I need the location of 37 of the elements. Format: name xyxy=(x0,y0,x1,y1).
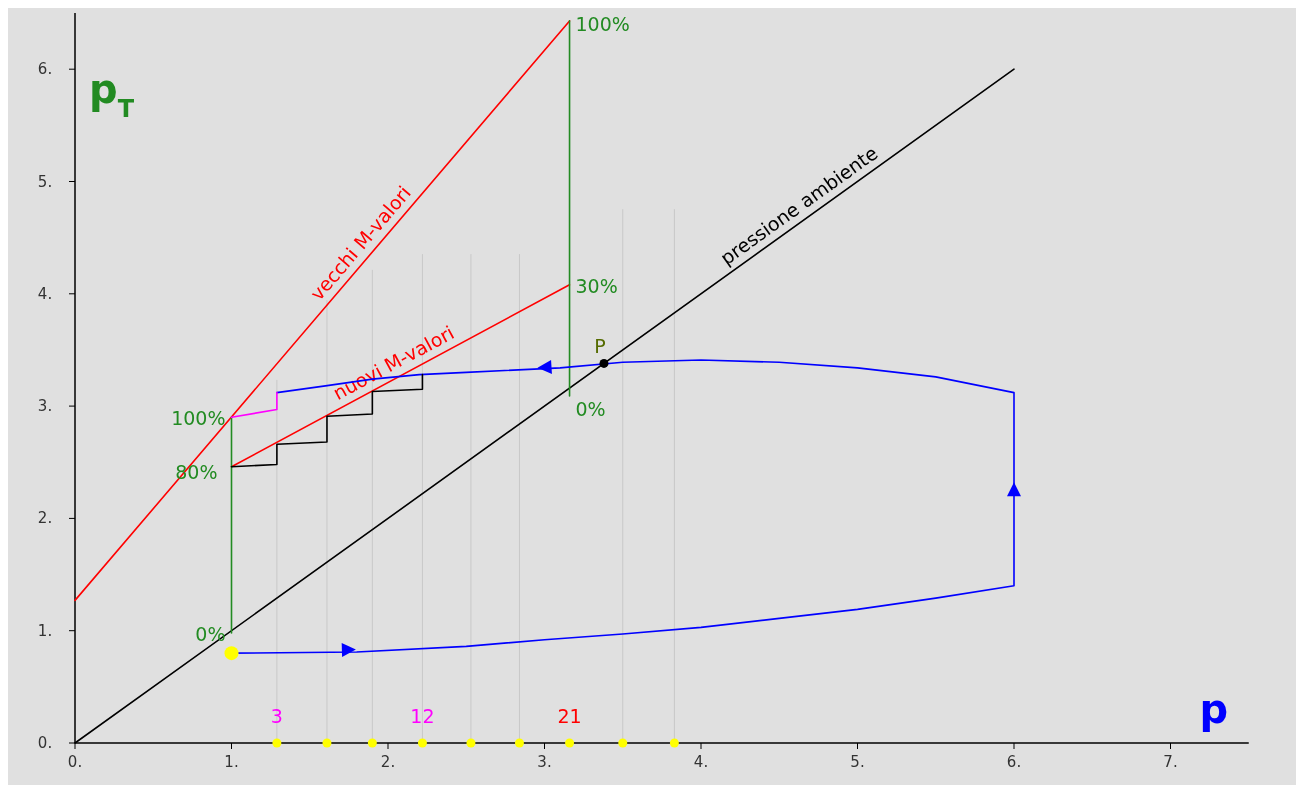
annotation: 0% xyxy=(575,397,606,420)
y-tick-label: 4. xyxy=(37,284,53,303)
point xyxy=(417,738,427,748)
point xyxy=(565,738,575,748)
point xyxy=(514,738,524,748)
x-tick-label: 4. xyxy=(693,753,709,771)
x-tick-label: 3. xyxy=(537,753,552,771)
annotation: 0% xyxy=(195,622,226,645)
x-tick-label: 0. xyxy=(67,753,83,771)
annotation: 30% xyxy=(575,274,618,297)
x-tick-label: 6. xyxy=(1006,753,1022,771)
y-tick-label: 3. xyxy=(37,397,53,416)
annotation: 21 xyxy=(557,705,582,727)
x-tick-label: 5. xyxy=(850,753,865,771)
point xyxy=(367,738,377,748)
point xyxy=(618,738,628,748)
point xyxy=(224,646,239,661)
point xyxy=(466,738,476,748)
annotation: 100% xyxy=(171,407,226,430)
point xyxy=(322,738,332,748)
x-tick-label: 7. xyxy=(1163,753,1178,771)
x-tick-label: 2. xyxy=(380,753,396,771)
y-tick-label: 5. xyxy=(37,172,53,191)
x-axis-title: p xyxy=(1199,686,1229,732)
point xyxy=(272,738,282,748)
x-tick-label: 1. xyxy=(224,753,239,771)
y-axis-title: p$_{T}$ xyxy=(89,66,135,124)
annotation: P xyxy=(594,335,606,358)
y-tick-label: 6. xyxy=(37,60,53,79)
y-tick-label: 0. xyxy=(37,734,53,752)
point xyxy=(599,358,609,368)
annotation: 100% xyxy=(575,12,630,35)
annotation: 3 xyxy=(270,705,283,727)
annotation: 12 xyxy=(410,705,435,727)
y-tick-label: 2. xyxy=(37,509,53,528)
y-tick-label: 1. xyxy=(37,621,53,640)
point xyxy=(669,738,679,748)
